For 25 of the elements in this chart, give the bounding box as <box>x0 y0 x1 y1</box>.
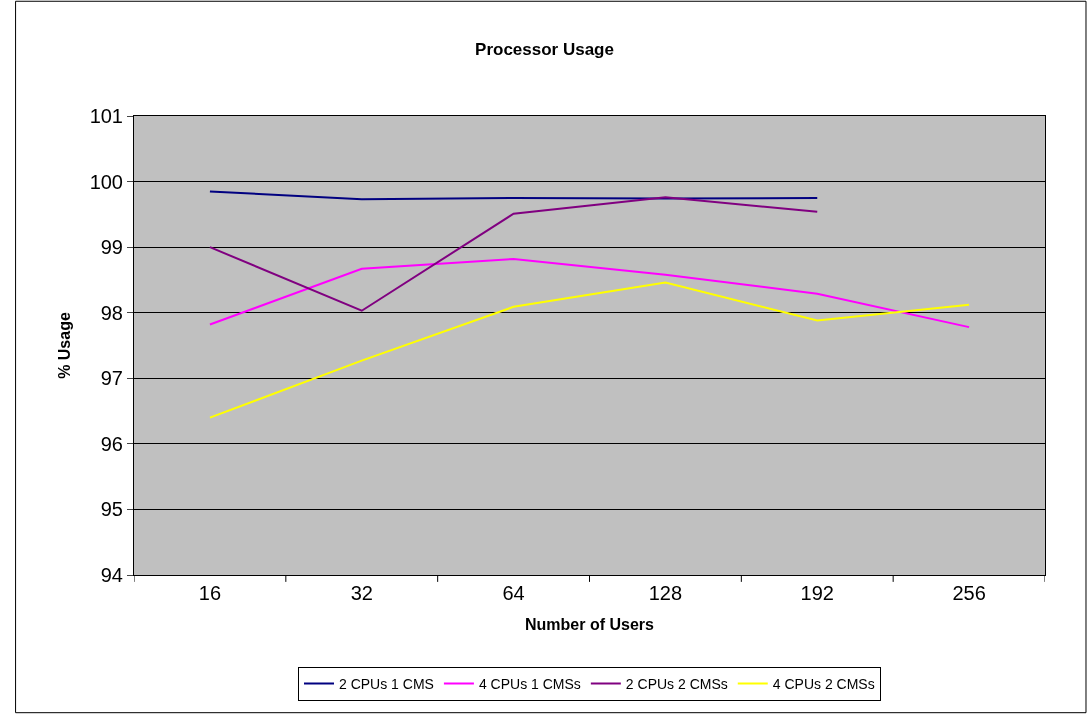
x-tick-label: 32 <box>350 582 373 604</box>
line-series <box>208 196 819 312</box>
line-series <box>208 190 819 201</box>
line-series <box>208 257 971 329</box>
x-axis-title: Number of Users <box>525 615 655 633</box>
y-tick-label: 95 <box>100 498 123 521</box>
y-tick-label: 96 <box>100 432 123 455</box>
line-series <box>208 281 971 419</box>
y-tick-label: 97 <box>100 367 123 390</box>
y-tick-label: 100 <box>89 170 123 193</box>
y-tick-label: 99 <box>100 236 123 259</box>
y-axis-title: % Usage <box>55 312 73 379</box>
x-tick-label: 16 <box>198 582 222 604</box>
y-tick-label: 94 <box>100 564 123 586</box>
y-tick-label: 98 <box>100 301 123 324</box>
x-tick-label: 192 <box>800 582 834 604</box>
x-tick-label: 64 <box>502 582 525 604</box>
x-tick-label: 128 <box>648 582 683 604</box>
legend-label: 2 CPUs 1 CMS <box>339 675 434 692</box>
legend-label: 4 CPUs 2 CMSs <box>772 675 875 692</box>
legend-label: 2 CPUs 2 CMSs <box>625 675 728 692</box>
x-tick-label: 256 <box>952 582 986 604</box>
chart-title: Processor Usage <box>475 40 614 60</box>
y-tick-label: 101 <box>89 105 123 127</box>
legend-label: 4 CPUs 1 CMSs <box>478 675 581 692</box>
